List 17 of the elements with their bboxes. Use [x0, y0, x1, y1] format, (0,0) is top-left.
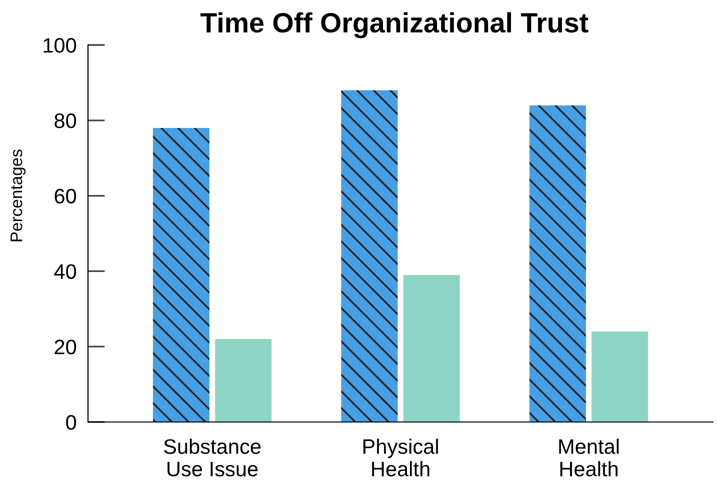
y-axis-title: Percentages	[10, 150, 26, 242]
x-tick-label: Mental Health	[559, 438, 619, 476]
x-tick-label: Physical Health	[363, 438, 438, 476]
x-tick-label: Substance Use Issue	[164, 438, 261, 476]
y-tick-label: 60	[54, 188, 76, 204]
bar	[403, 274, 460, 422]
chart-title: Time Off Organizational Trust	[200, 12, 588, 38]
y-tick-label: 80	[54, 113, 76, 128]
bar	[152, 128, 210, 422]
bar	[215, 339, 272, 422]
bar	[341, 90, 398, 422]
y-tick-label: 0	[66, 415, 76, 430]
bar	[529, 105, 586, 422]
bar	[592, 332, 648, 422]
y-tick-label: 20	[54, 340, 76, 354]
y-tick-label: 40	[54, 264, 76, 279]
y-tick-label: 100	[44, 38, 76, 53]
